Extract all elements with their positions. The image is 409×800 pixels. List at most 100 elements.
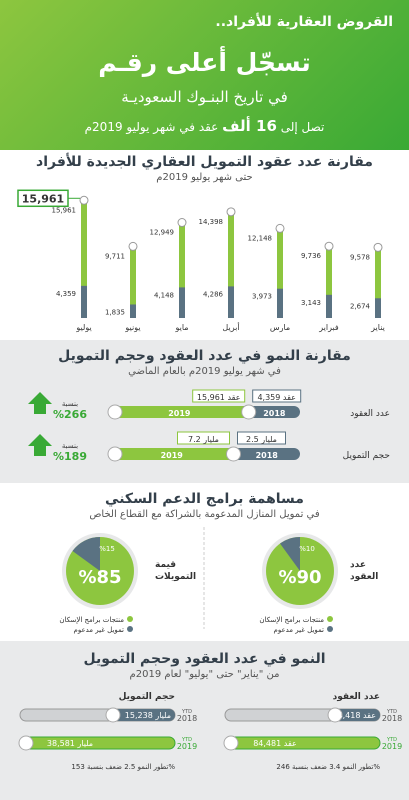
bar-2018-0 [375,298,381,318]
chart1-subtitle: حتى شهر يوليو 2019م [156,172,253,183]
bar-cap-2019-1 [324,241,334,251]
growth-comparison-chart: 2019 2018 15,961 عقد 4,359 عقد عدد العقود بنس… [28,389,390,463]
legend-text-1-1: تمويل غير مدعوم [74,626,125,634]
knob-left-1 [107,446,123,462]
bar-2019-0 [224,736,381,750]
ytd-2019-1: YTD [181,737,192,743]
knob-split-0 [241,404,257,420]
bar-2019-row-0 [110,406,249,418]
pie-title-1-1: التمويلات [155,572,196,582]
value-2019-1: 7.2 مليار [188,435,219,444]
label-2019-0: 9,578 [350,253,370,261]
housing-support-chart: %90 %10 عدد العقود منتجات برامج الإسكان تمويل… [59,527,378,634]
knob-left-0 [107,404,123,420]
legend-text-0-0: منتجات برامج الإسكان [259,616,324,624]
chart1-title: مقارنة عدد عقود التمويل العقاري الجديدة … [36,154,373,170]
label-2018-5: 1,835 [105,308,125,316]
monthly-contracts-chart: 9,578 2,674 يناير 9,736 3,143 فبراير 12,148 3,9… [17,189,385,332]
bar-cap-2019-2 [275,223,285,233]
growth-prefix-0: بنسبة [62,400,78,408]
value-2018-1: 15,238 مليار [125,711,171,720]
label-2019-2: 12,148 [248,234,273,242]
pie-title-1-0: قيمة [155,560,176,570]
pie-title-0-1: العقود [350,572,378,582]
bar-2018-4 [179,287,185,318]
pie-small-label-0: %10 [299,545,315,553]
bar-2018-2 [277,288,283,318]
year-new-0: 2019 [382,742,402,751]
value-2018-0: 4,359 عقد [257,393,295,402]
bar-2019-row-1 [110,448,234,460]
label-2018-4: 4,148 [154,291,174,299]
group-title-0: عدد العقود [333,692,380,702]
label-2018-0: 2,674 [350,302,371,310]
growth-arrow-icon-0 [28,392,52,414]
bar-2018-5 [130,304,136,318]
housing-support-section: مساهمة برامج الدعم السكني في تمويل المنا… [0,483,409,641]
label-2018-6: 4,359 [56,290,76,298]
header-banner: القروض العقارية للأفراد.. تسجّل أعلى رقـ… [0,0,409,150]
monthly-contracts-section: مقارنة عدد عقود التمويل العقاري الجديدة … [0,150,409,340]
value-box-2019-0 [192,389,246,403]
month-3: أبريل [222,322,239,332]
header-kicker: القروض العقارية للأفراد.. [215,14,393,30]
legend-text-1-0: منتجات برامج الإسكان [59,616,124,624]
value-box-2018-1 [237,431,286,445]
bar-2019-5 [130,246,136,318]
highlight-value: 15,961 [22,192,64,205]
month-1: فبراير [318,323,339,332]
bar-cap-2019-0 [373,242,383,252]
bar-cap-2019-5 [128,241,138,251]
month-4: مايو [174,323,188,332]
legend-dot-0-1 [327,626,333,632]
header-line3-post: عقد في شهر يوليو 2019م [84,120,219,134]
value-box-2019-1 [177,431,230,445]
ytd-growth-section: النمو في عدد العقود وحجم التمويل من "ينا… [0,641,409,800]
year-old-row-1: 2018 [256,451,279,460]
growth-comparison-section: مقارنة النمو في عدد العقود وحجم التمويل … [0,340,409,483]
ytd-2018-1: YTD [181,709,192,715]
knob-2018-0 [327,707,343,723]
year-old-row-0: 2018 [263,409,286,418]
chart2-subtitle: في شهر يوليو 2019م بالعام الماضي [128,366,281,377]
pie-slice-small-1 [72,537,100,571]
knob-2019-1 [18,735,34,751]
month-2: مارس [270,323,290,332]
bar-cap-2019-3 [226,207,236,217]
legend-text-0-1: تمويل غير مدعوم [274,626,325,634]
chart4-subtitle: من "يناير" حتى "يوليو" لعام 2019م [129,669,280,680]
pie-title-0-0: عدد [350,560,366,570]
value-2019-0: 15,961 عقد [197,393,241,402]
growth-arrow-icon-1 [28,434,52,456]
knob-split-1 [226,446,241,462]
row-label-1: حجم التمويل [343,451,390,461]
pie-big-label-1: %85 [78,567,121,588]
label-2018-2: 3,973 [252,293,272,301]
ytd-2018-0: YTD [386,709,397,715]
header-subheadline: في تاريخ البنـوك السعوديـة [121,88,288,106]
label-2019-1: 9,736 [301,252,322,260]
label-2019-5: 9,711 [105,252,125,260]
header-line3-pre: تصل إلى [280,120,325,134]
growth-text-0: تطور النمو 3.4 ضعف بنسبة 246% [276,763,380,771]
year-old-0: 2018 [382,714,402,723]
legend-dot-0-0 [327,616,333,622]
knob-2018-1 [105,707,121,723]
value-box-2018-0 [252,389,302,403]
bar-2018-6 [81,285,87,318]
pie-big-label-0: %90 [278,567,321,588]
month-0: يناير [370,323,385,332]
bar-2018-3 [228,286,234,318]
value-2019-1: 38,581 مليار [47,739,93,748]
year-new-row-1: 2019 [161,451,184,460]
value-2018-1: 2.5 مليار [246,435,277,444]
bar-2018-1 [113,709,175,721]
legend-dot-1-1 [127,626,133,632]
label-2019-6: 15,961 [52,206,77,214]
ytd-2019-0: YTD [386,737,397,743]
bar-cap-2019-6 [79,195,89,205]
year-new-1: 2019 [177,742,197,751]
value-2019-0: 84,481 عقد [253,739,297,748]
growth-value-1: %189 [53,450,87,463]
